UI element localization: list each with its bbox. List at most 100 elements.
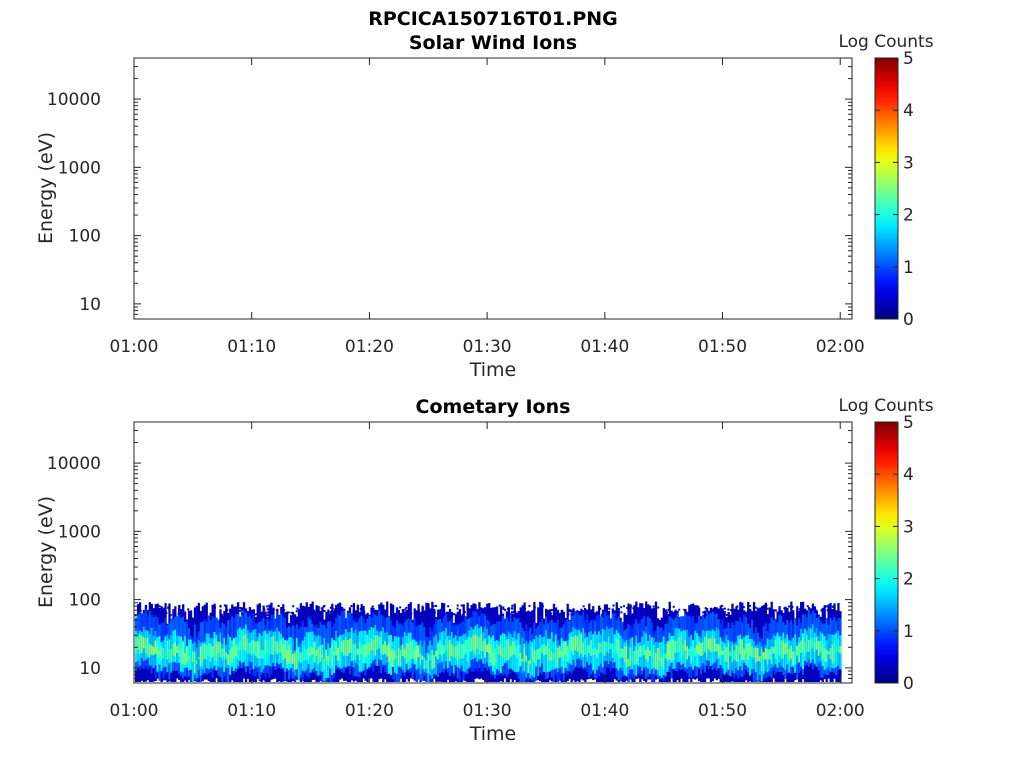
heatmap-cell <box>326 613 329 616</box>
heatmap-cell <box>582 642 585 657</box>
heatmap-cell <box>786 641 789 655</box>
heatmap-cell <box>463 610 466 613</box>
heatmap-cell <box>425 611 428 614</box>
y-ticks: 10 100 1000 10000 <box>47 57 852 320</box>
heatmap-cell <box>456 645 459 661</box>
heatmap-cell <box>705 635 709 657</box>
heatmap-cell <box>641 646 644 657</box>
heatmap-cell <box>601 640 605 655</box>
heatmap-cell <box>363 613 366 616</box>
heatmap-cell <box>178 608 181 611</box>
heatmap-cell <box>184 653 187 666</box>
heatmap-cell <box>692 640 695 659</box>
heatmap-cell <box>140 635 144 653</box>
heatmap-cell <box>266 608 269 611</box>
heatmap-cell <box>543 644 546 656</box>
heatmap-cell <box>502 606 505 609</box>
colorbar-ticks: 0 1 2 3 4 5 <box>875 49 914 330</box>
heatmap-cell <box>715 627 718 660</box>
heatmap-cell <box>741 639 744 661</box>
colorbar-tick-label: 1 <box>903 622 914 642</box>
heatmap-cell <box>586 645 589 657</box>
heatmap-cell <box>507 639 510 660</box>
heatmap-cell <box>776 642 779 655</box>
heatmap-cell <box>295 649 299 670</box>
heatmap-cell <box>745 643 748 655</box>
heatmap-cell <box>262 650 265 660</box>
heatmap-cell <box>658 647 662 661</box>
colorbar: Log Counts 0 1 2 3 4 5 <box>838 396 933 694</box>
x-ticks: 01:00 01:10 01:20 01:30 01:40 01:50 02:00 <box>110 422 865 721</box>
heatmap-cell <box>548 648 552 661</box>
heatmap-cell <box>749 639 752 676</box>
heatmap-cell <box>461 613 464 616</box>
heatmap-cell <box>527 643 530 672</box>
heatmap-cell <box>352 610 355 613</box>
heatmap-cell <box>652 605 655 608</box>
heatmap-cell <box>266 614 269 617</box>
heatmap-cell <box>445 611 448 614</box>
heatmap-cell <box>456 607 459 610</box>
heatmap-cell <box>301 651 305 662</box>
heatmap-cell <box>770 610 773 613</box>
heatmap-cell <box>505 639 509 661</box>
heatmap-cell <box>426 605 429 608</box>
heatmap-cell <box>382 644 385 655</box>
heatmap-cell <box>510 611 513 614</box>
heatmap-cell <box>390 608 393 611</box>
heatmap-cell <box>645 649 648 660</box>
heatmap-cell <box>242 635 246 650</box>
heatmap-cell <box>274 640 277 651</box>
heatmap-cell <box>737 646 740 663</box>
heatmap-cell <box>299 652 303 663</box>
heatmap-cell <box>541 605 544 608</box>
heatmap-cell <box>135 637 138 654</box>
heatmap-cell <box>241 613 244 616</box>
heatmap-cell <box>558 646 561 658</box>
heatmap-cell <box>616 605 619 608</box>
heatmap-cell <box>729 609 732 612</box>
heatmap-cell <box>698 641 701 655</box>
heatmap-cell <box>668 640 671 660</box>
heatmap-cell <box>444 639 448 651</box>
heatmap-cell <box>521 637 524 674</box>
heatmap-cell <box>409 641 412 660</box>
heatmap-cell <box>156 647 159 659</box>
heatmap-cell <box>239 607 242 610</box>
heatmap-cell <box>352 644 356 661</box>
heatmap-cell <box>615 638 618 654</box>
heatmap-cell <box>426 613 429 616</box>
heatmap-cell <box>733 650 736 660</box>
heatmap-cell <box>648 650 652 657</box>
heatmap-cell <box>276 640 279 655</box>
heatmap-cell <box>295 610 298 613</box>
heatmap-cell <box>839 645 842 654</box>
heatmap-cell <box>582 605 585 608</box>
heatmap-cell <box>664 653 667 659</box>
heatmap-cell <box>490 644 493 663</box>
heatmap-cell <box>603 641 607 657</box>
heatmap-cell <box>709 638 713 653</box>
heatmap-cell <box>519 652 522 666</box>
heatmap-cell <box>150 613 153 616</box>
heatmap-cell <box>155 609 158 612</box>
heatmap-cell <box>220 613 223 616</box>
heatmap-cell <box>788 649 791 662</box>
heatmap-cell <box>213 639 216 657</box>
heatmap-cell <box>187 608 190 611</box>
heatmap-cell <box>212 607 215 610</box>
heatmap-cell <box>291 653 295 665</box>
heatmap-cell <box>756 648 760 662</box>
heatmap-cell <box>828 605 830 608</box>
heatmap-cell <box>827 606 830 609</box>
heatmap-cell <box>814 609 817 612</box>
heatmap-cell <box>164 652 167 656</box>
heatmap-cell <box>539 647 542 660</box>
heatmap-cell <box>378 636 381 649</box>
heatmap-cell <box>806 605 809 608</box>
heatmap-cell <box>625 646 628 668</box>
heatmap-cell <box>354 643 357 661</box>
heatmap-cell <box>650 637 654 670</box>
heatmap-cell <box>829 648 832 659</box>
heatmap-cell <box>356 648 359 655</box>
